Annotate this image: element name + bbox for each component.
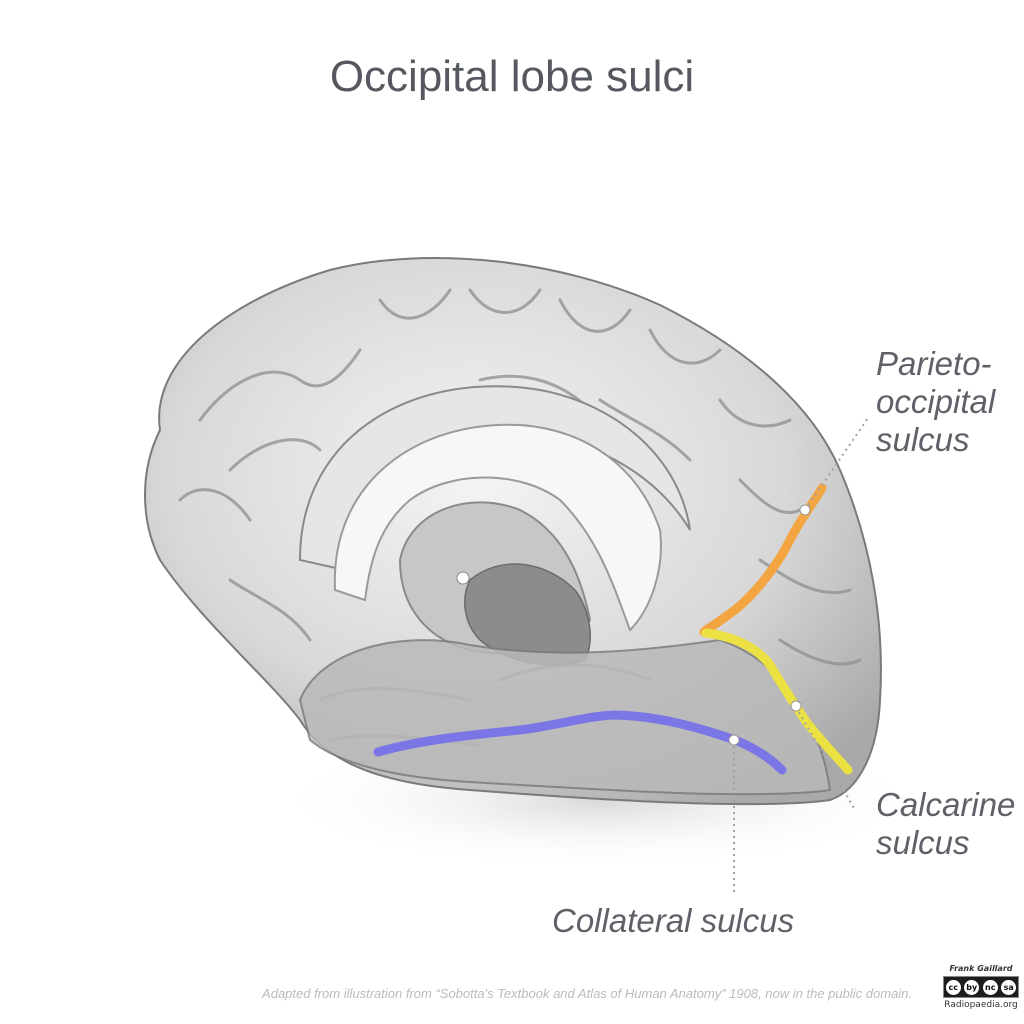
leader-parieto-occipital bbox=[804, 417, 869, 511]
nc-icon: nc bbox=[982, 979, 998, 995]
label-line: sulcus bbox=[876, 824, 970, 861]
leader-lines bbox=[733, 417, 869, 893]
calcarine-sulcus bbox=[701, 628, 853, 775]
by-icon: by bbox=[964, 979, 980, 995]
label-calcarine-sulcus: Calcarine sulcus bbox=[876, 786, 1015, 862]
label-line: Parieto- bbox=[876, 345, 992, 382]
label-line: occipital bbox=[876, 383, 996, 420]
site-link[interactable]: Radiopaedia.org bbox=[944, 1000, 1018, 1010]
label-collateral-sulcus: Collateral sulcus bbox=[552, 902, 795, 939]
source-caption: Adapted from illustration from “Sobotta'… bbox=[262, 986, 912, 1001]
marker-collateral bbox=[728, 734, 740, 746]
page-title: Occipital lobe sulci bbox=[329, 52, 695, 101]
sa-icon: sa bbox=[1001, 979, 1017, 995]
label-line: Calcarine bbox=[876, 786, 1016, 823]
temporal-lobe bbox=[298, 638, 832, 796]
author-signature: Frank Gaillard bbox=[949, 964, 1013, 973]
cc-icon: cc bbox=[945, 979, 961, 995]
credit-block: Frank Gaillard cc by nc sa Radiopaedia.o… bbox=[940, 964, 1022, 1010]
corpus-callosum bbox=[333, 423, 662, 632]
leader-calcarine bbox=[795, 706, 856, 811]
label-parieto-occipital-sulcus: Parieto- occipital sulcus bbox=[876, 345, 995, 459]
marker-parieto-occipital bbox=[799, 504, 811, 516]
marker-calcarine bbox=[790, 700, 802, 712]
label-line: sulcus bbox=[876, 421, 970, 458]
cc-license-badge[interactable]: cc by nc sa bbox=[943, 976, 1019, 998]
